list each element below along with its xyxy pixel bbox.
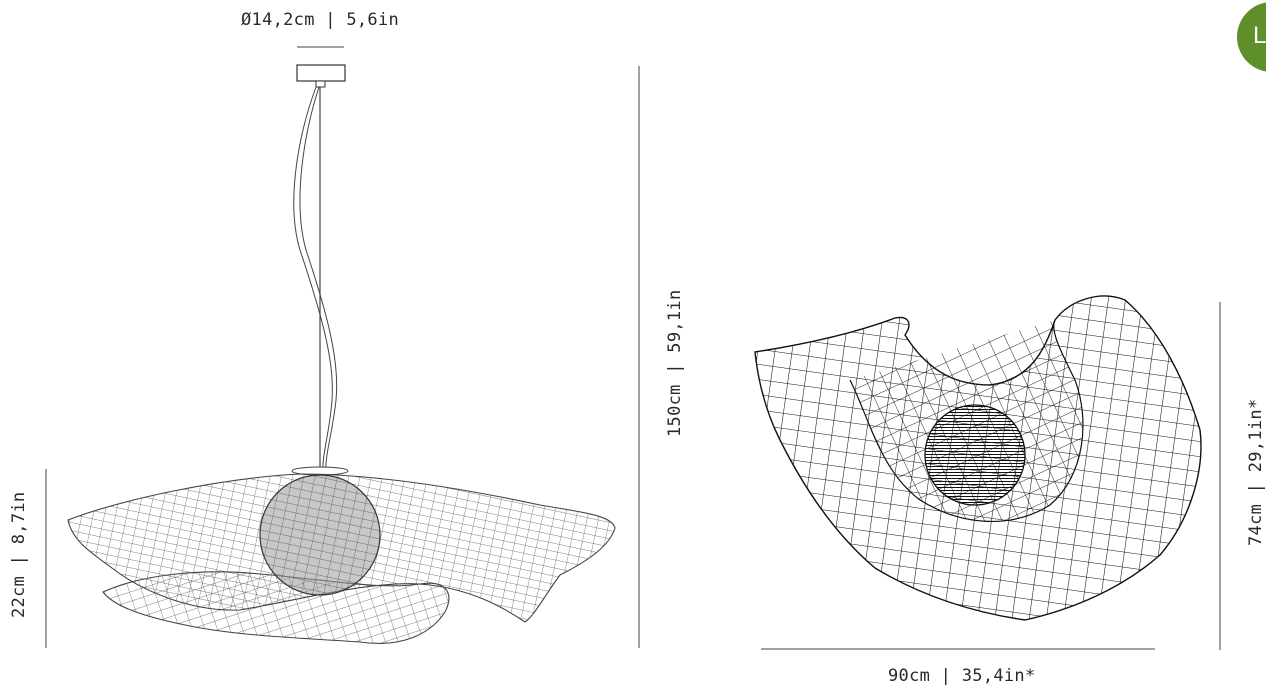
globe-mesh-overlay — [260, 475, 380, 595]
size-badge-letter: L — [1253, 22, 1266, 49]
power-cable-2 — [299, 86, 338, 471]
front-height-label: 74cm | 29,1in* — [1246, 398, 1266, 547]
canopy-stem — [315, 80, 326, 88]
pendant-front-view — [754, 295, 1202, 621]
total-height-label: 150cm | 59,1in — [665, 289, 685, 438]
canopy — [296, 64, 346, 82]
globe-bulb-front — [924, 404, 1026, 506]
pendant-side-view — [67, 64, 616, 644]
front-width-label: 90cm | 35,4in* — [888, 666, 1036, 686]
shade-height-label: 22cm | 8,7in — [9, 491, 29, 618]
canopy-diameter-label: Ø14,2cm | 5,6in — [241, 10, 400, 30]
power-cable — [293, 86, 333, 471]
mesh-shade-lower — [102, 571, 450, 644]
